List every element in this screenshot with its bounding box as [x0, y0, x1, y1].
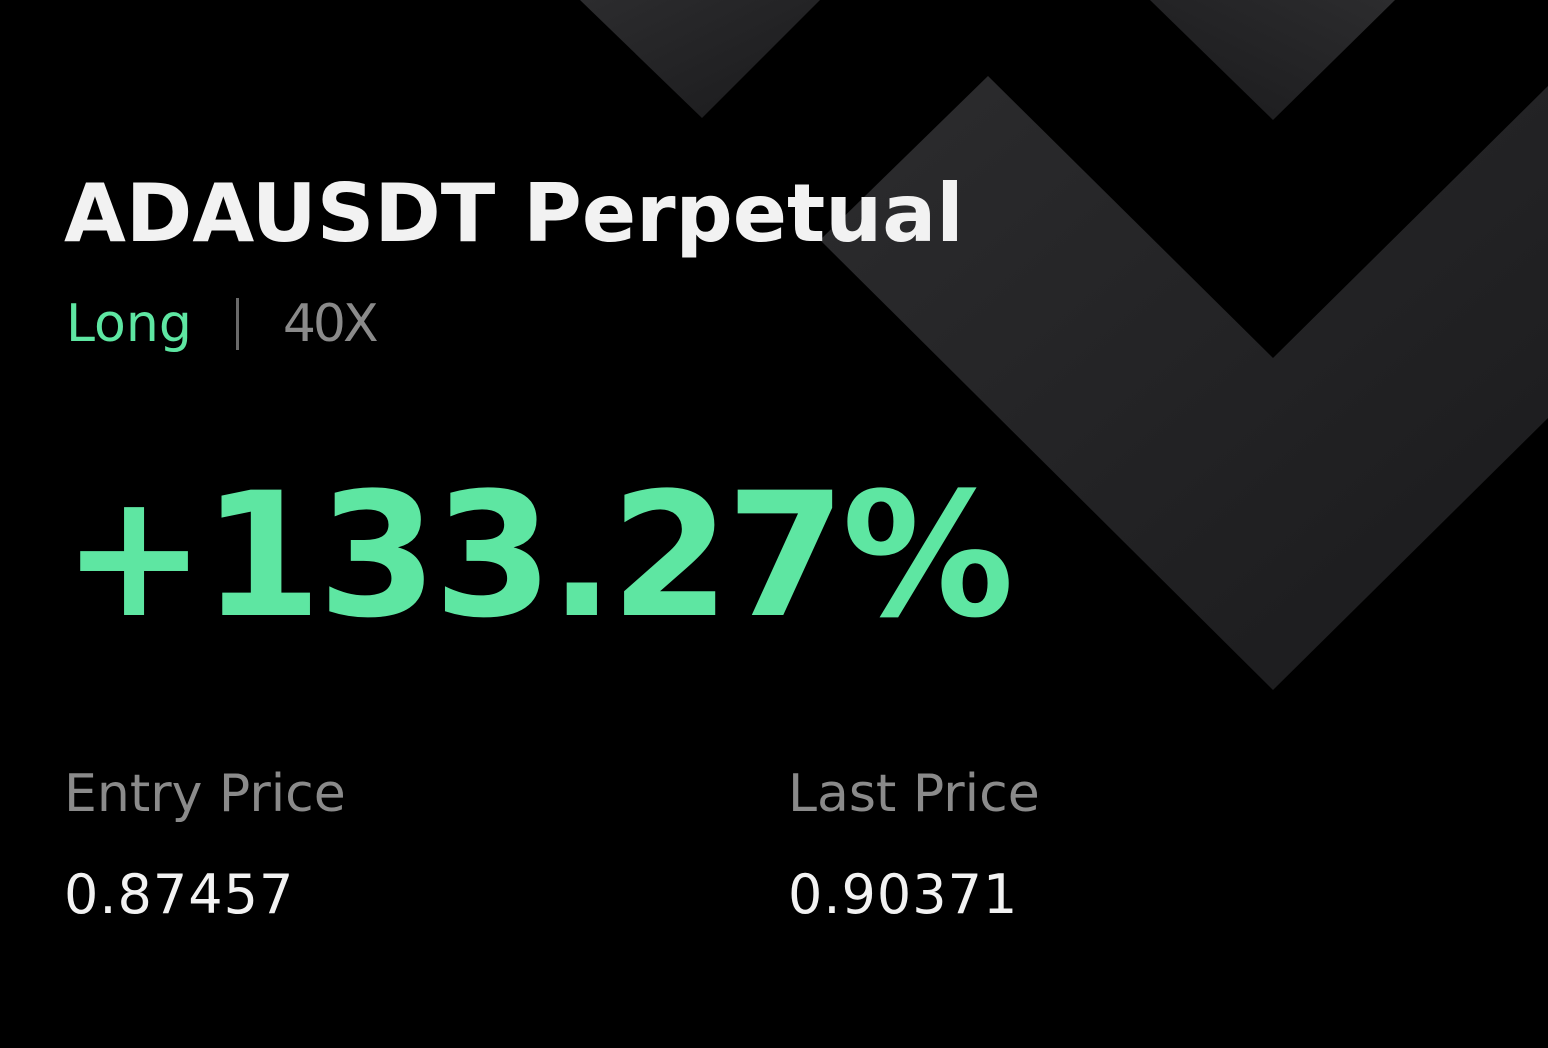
entry-price-value: 0.87457 [64, 863, 295, 926]
last-price-value: 0.90371 [788, 863, 1019, 926]
roi-percentage: +133.27% [62, 455, 1014, 656]
position-side: Long [66, 294, 192, 354]
chevron-top-right [1150, 0, 1395, 120]
last-price-label: Last Price [788, 764, 1040, 824]
position-meta: Long 40X [66, 292, 379, 356]
entry-price-block: Entry Price 0.87457 [64, 768, 346, 922]
chevron-top-left [580, 0, 820, 118]
last-price-block: Last Price 0.90371 [788, 768, 1040, 922]
meta-divider [235, 298, 239, 350]
leverage-label: 40X [282, 294, 379, 354]
entry-price-label: Entry Price [64, 764, 346, 824]
symbol-title: ADAUSDT Perpetual [64, 167, 964, 260]
chevron-main-band [820, 76, 1548, 690]
